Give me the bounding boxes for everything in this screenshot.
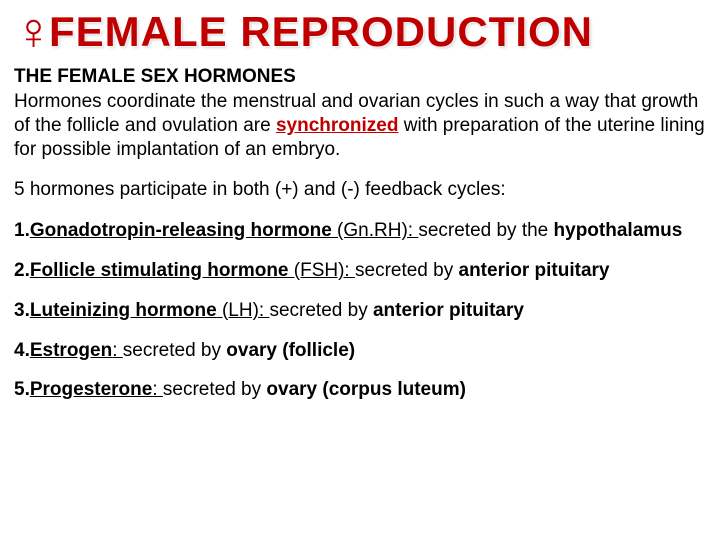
feedback-line: 5 hormones participate in both (+) and (… xyxy=(14,179,706,201)
hormone-source: ovary (follicle) xyxy=(226,340,355,361)
hormone-source: anterior pituitary xyxy=(459,260,610,281)
secreted-by-label: secreted by xyxy=(269,300,373,321)
hormone-item-1: 1.Gonadotropin-releasing hormone (Gn.RH)… xyxy=(14,219,706,243)
secreted-by-label: secreted by the xyxy=(418,220,553,241)
hormone-source: hypothalamus xyxy=(554,220,683,241)
hormone-name: Progesterone xyxy=(30,379,152,400)
hormone-source: ovary (corpus luteum) xyxy=(266,379,466,400)
hormone-item-3: 3.Luteinizing hormone (LH): secreted by … xyxy=(14,299,706,323)
intro-paragraph: Hormones coordinate the menstrual and ov… xyxy=(14,90,706,161)
hormone-item-5: 5.Progesterone: secreted by ovary (corpu… xyxy=(14,378,706,402)
hormone-abbrev: : xyxy=(112,340,123,361)
intro-highlight: synchronized xyxy=(276,115,398,136)
secreted-by-label: secreted by xyxy=(123,340,227,361)
hormone-num: 3. xyxy=(14,300,30,321)
hormone-item-4: 4.Estrogen: secreted by ovary (follicle) xyxy=(14,339,706,363)
venus-icon: ♀ xyxy=(14,6,53,58)
hormone-name: Estrogen xyxy=(30,340,112,361)
hormone-num: 1. xyxy=(14,220,30,241)
hormone-source: anterior pituitary xyxy=(373,300,524,321)
hormone-name: Gonadotropin-releasing hormone xyxy=(30,220,332,241)
hormone-num: 2. xyxy=(14,260,30,281)
secreted-by-label: secreted by xyxy=(355,260,459,281)
hormone-abbrev: (FSH): xyxy=(289,260,356,281)
hormone-num: 5. xyxy=(14,379,30,400)
hormone-num: 4. xyxy=(14,340,30,361)
hormone-abbrev: : xyxy=(152,379,163,400)
title-row: ♀ FEMALE REPRODUCTION xyxy=(14,6,706,58)
slide-container: ♀ FEMALE REPRODUCTION THE FEMALE SEX HOR… xyxy=(0,0,720,540)
page-title: FEMALE REPRODUCTION xyxy=(49,8,593,56)
hormone-name: Luteinizing hormone xyxy=(30,300,217,321)
hormone-abbrev: (Gn.RH): xyxy=(332,220,419,241)
hormone-item-2: 2.Follicle stimulating hormone (FSH): se… xyxy=(14,259,706,283)
hormone-name: Follicle stimulating hormone xyxy=(30,260,289,281)
hormone-abbrev: (LH): xyxy=(217,300,270,321)
secreted-by-label: secreted by xyxy=(163,379,267,400)
section-heading: THE FEMALE SEX HORMONES xyxy=(14,66,706,88)
